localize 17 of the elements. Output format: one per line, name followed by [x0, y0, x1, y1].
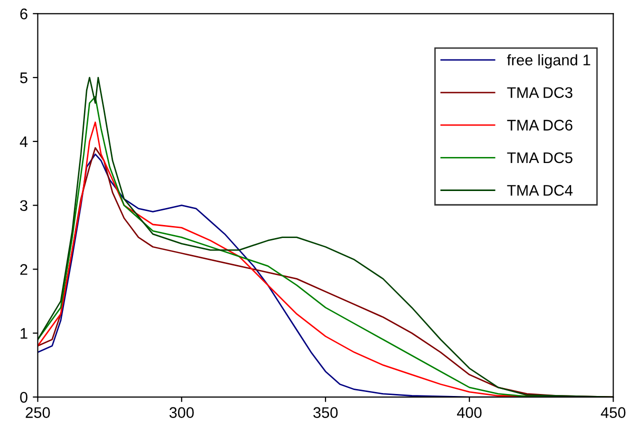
y-tick-label: 3 [20, 200, 28, 212]
legend-label: free ligand 1 [507, 54, 590, 68]
y-tick-label: 6 [20, 8, 28, 20]
y-tick-label: 4 [20, 136, 28, 147]
legend-label: TMA DC6 [507, 120, 572, 131]
x-tick-label: 300 [169, 407, 194, 418]
legend-label: TMA DC5 [507, 152, 572, 164]
x-tick-label: 400 [457, 407, 482, 418]
y-tick-label: 5 [20, 72, 28, 84]
legend-label: TMA DC4 [507, 184, 573, 196]
x-tick-label: 450 [600, 407, 626, 418]
x-tick-label: 350 [313, 407, 338, 418]
y-tick-label: 0 [20, 392, 28, 403]
y-tick-label: 1 [20, 328, 28, 339]
y-tick-label: 2 [20, 264, 28, 275]
legend-label: TMA DC3 [507, 87, 572, 98]
x-tick-label: 250 [26, 407, 50, 418]
